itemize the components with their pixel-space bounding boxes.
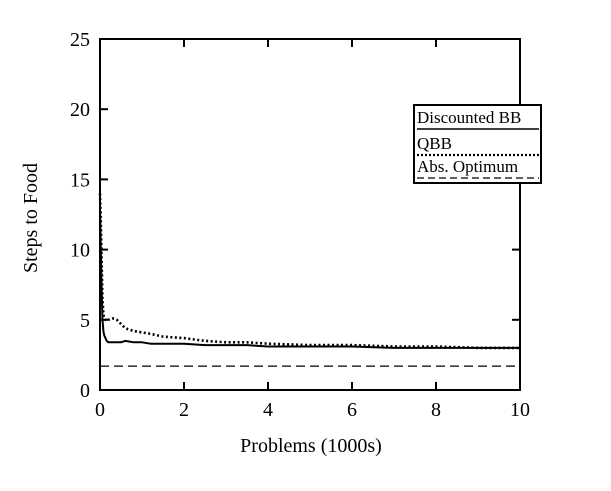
plot-area — [98, 38, 521, 391]
x-tick-label: 4 — [263, 399, 273, 421]
legend: Discounted BB QBB Abs. Optimum — [413, 104, 542, 184]
x-tick-label: 2 — [179, 399, 189, 421]
legend-label-discounted-bb: Discounted BB — [417, 108, 521, 127]
series-layer — [98, 193, 520, 367]
series-line-discounted-bb — [99, 207, 520, 349]
x-tick-label: 0 — [95, 399, 105, 421]
y-tick-label: 20 — [70, 99, 90, 121]
y-tick-label: 5 — [80, 310, 90, 332]
y-tick-label: 0 — [80, 380, 90, 402]
legend-box — [413, 104, 542, 184]
y-tick-label: 25 — [70, 29, 90, 51]
x-tick-label: 10 — [510, 399, 530, 421]
legend-label-abs-optimum: Abs. Optimum — [417, 157, 518, 176]
x-tick-label: 6 — [347, 399, 357, 421]
x-tick-label: 8 — [431, 399, 441, 421]
y-axis-title: Steps to Food — [20, 163, 42, 273]
x-axis-title: Problems (1000s) — [240, 435, 382, 457]
y-tick-label: 10 — [70, 240, 90, 262]
tick-labels: 0 2 4 6 8 10 0 5 10 15 20 25 — [70, 29, 530, 421]
y-tick-label: 15 — [70, 169, 90, 191]
legend-label-qbb: QBB — [417, 134, 452, 153]
series-line-qbb — [98, 193, 520, 350]
